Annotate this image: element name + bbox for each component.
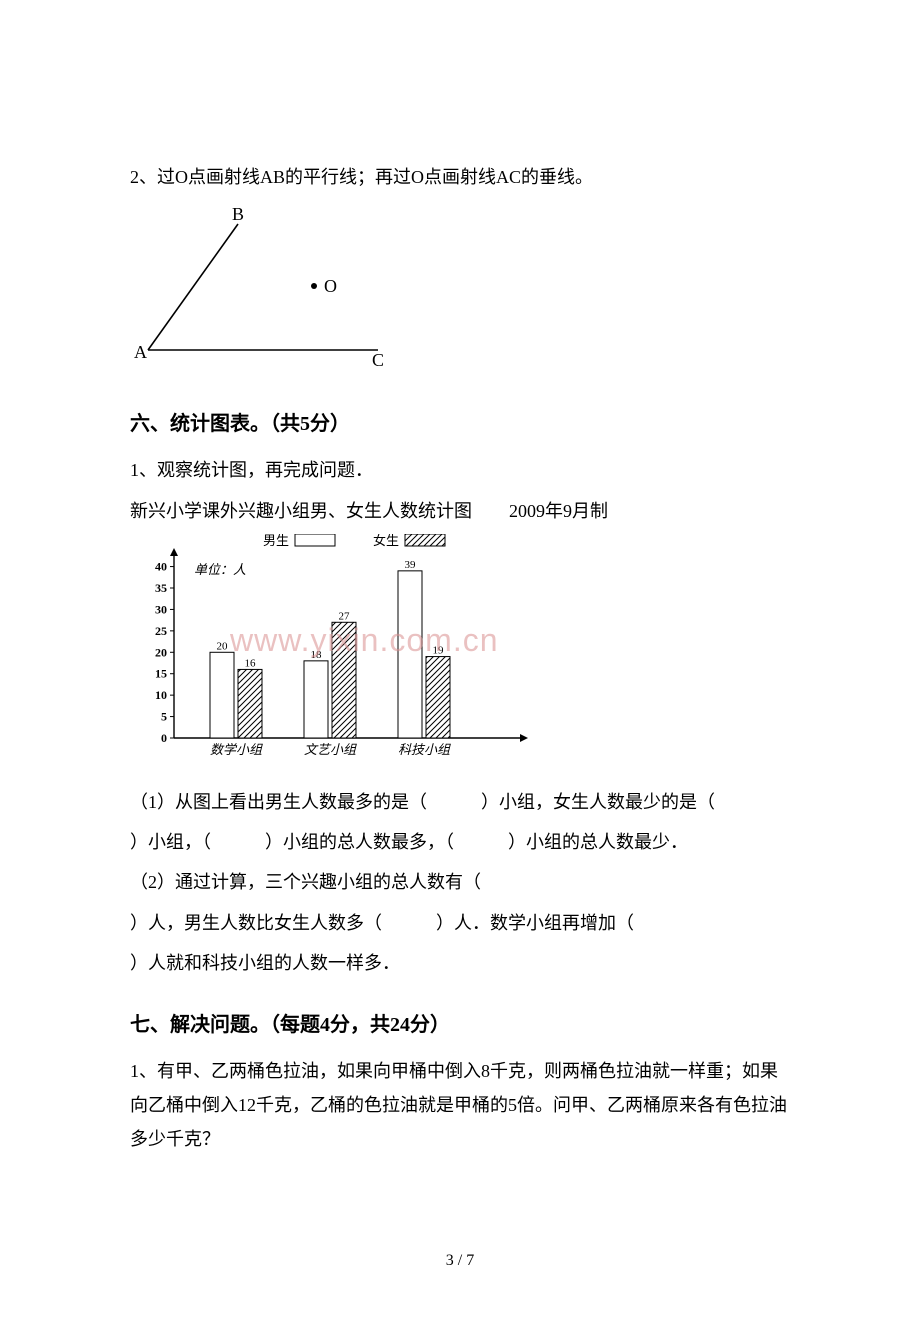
page-footer: 3 / 7 [130,1246,790,1276]
svg-text:16: 16 [245,657,257,669]
section-6-q1: 1、观察统计图，再完成问题． [130,453,790,487]
svg-text:20: 20 [155,645,167,659]
section-7-q1: 1、有甲、乙两桶色拉油，如果向甲桶中倒入8千克，则两桶色拉油就一样重；如果向乙桶… [130,1054,790,1157]
svg-text:单位：人: 单位：人 [194,562,246,577]
svg-text:35: 35 [155,581,167,595]
svg-text:C: C [372,350,384,368]
svg-text:男生: 男生 [263,534,289,548]
svg-text:20: 20 [217,640,229,652]
svg-text:0: 0 [161,731,167,745]
svg-text:科技小组: 科技小组 [398,742,451,757]
svg-text:30: 30 [155,602,167,616]
question-2-text: 2、过O点画射线AB的平行线；再过O点画射线AC的垂线。 [130,160,790,194]
chart-title-text: 新兴小学课外兴趣小组男、女生人数统计图 [130,501,472,521]
bar-chart-container: 0 5 10 15 20 25 30 35 40 单位：人 男生 女生 20 16 数学小组 18 27 文艺小组… [130,534,790,775]
bar-chart-svg: 0 5 10 15 20 25 30 35 40 单位：人 男生 女生 20 16 数学小组 18 27 文艺小组… [130,534,530,764]
svg-text:文艺小组: 文艺小组 [304,742,357,757]
s6-line-4: ）人，男生人数比女生人数多（ ）人．数学小组再增加（ [130,906,790,940]
svg-text:女生: 女生 [373,534,399,548]
s6-line-1: （1）从图上看出男生人数最多的是（ ）小组，女生人数最少的是（ [130,785,790,819]
geometry-svg: A B C O [130,208,390,368]
svg-text:A: A [134,342,147,362]
s6-line-2: ）小组，（ ）小组的总人数最多，（ ）小组的总人数最少． [130,825,790,859]
svg-text:B: B [232,208,244,224]
svg-text:25: 25 [155,624,167,638]
svg-text:19: 19 [433,644,445,656]
svg-text:数学小组: 数学小组 [210,742,263,757]
svg-text:15: 15 [155,666,167,680]
svg-text:27: 27 [339,610,351,622]
chart-caption: 新兴小学课外兴趣小组男、女生人数统计图 2009年9月制 [130,494,790,528]
svg-text:10: 10 [155,688,167,702]
s6-line-5: ）人就和科技小组的人数一样多． [130,946,790,980]
svg-text:40: 40 [155,559,167,573]
chart-date-text: 2009年9月制 [509,501,608,521]
s6-line-3: （2）通过计算，三个兴趣小组的总人数有（ [130,865,790,899]
section-7-title: 七、解决问题。（每题4分，共24分） [130,1006,790,1044]
svg-text:18: 18 [311,649,323,661]
section-6-title: 六、统计图表。（共5分） [130,405,790,443]
svg-text:O: O [324,276,337,296]
svg-text:5: 5 [161,709,167,723]
geometry-diagram: A B C O [130,208,790,379]
svg-text:39: 39 [405,559,417,571]
